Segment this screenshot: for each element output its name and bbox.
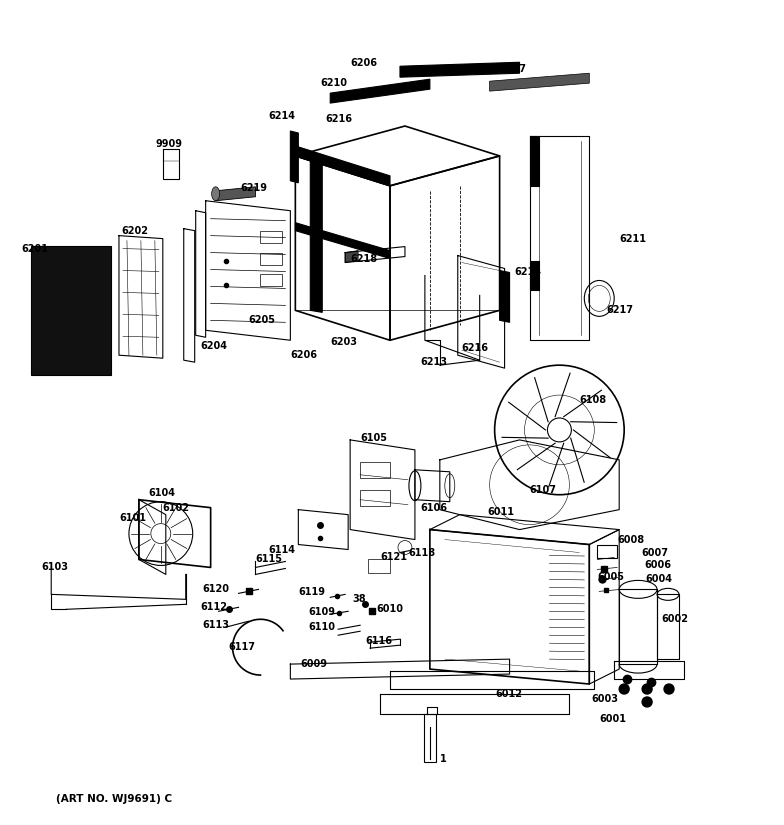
- Text: 9909: 9909: [156, 139, 183, 149]
- Ellipse shape: [619, 581, 657, 598]
- Bar: [368, 559, 390, 573]
- Bar: [260, 252, 282, 265]
- Ellipse shape: [584, 280, 614, 316]
- Text: 6102: 6102: [163, 502, 190, 512]
- Circle shape: [619, 684, 629, 694]
- Ellipse shape: [409, 471, 421, 501]
- Text: 6121: 6121: [380, 553, 407, 563]
- Text: 6113: 6113: [203, 620, 230, 630]
- Text: 6107: 6107: [529, 485, 557, 495]
- Bar: [260, 275, 282, 286]
- Bar: [597, 544, 617, 559]
- Text: 6214: 6214: [514, 267, 542, 277]
- Text: 6114: 6114: [268, 544, 296, 554]
- Polygon shape: [290, 131, 299, 183]
- Text: 6211: 6211: [619, 233, 646, 243]
- Polygon shape: [31, 246, 111, 375]
- Bar: [260, 231, 282, 243]
- Text: 6216: 6216: [325, 114, 352, 124]
- Text: 6205: 6205: [249, 315, 275, 325]
- Text: 6112: 6112: [201, 602, 227, 612]
- Text: 6216: 6216: [462, 343, 488, 353]
- Text: 6202: 6202: [121, 226, 148, 236]
- Text: 6110: 6110: [308, 622, 336, 632]
- Ellipse shape: [445, 474, 455, 497]
- Text: 6010: 6010: [376, 604, 403, 615]
- Polygon shape: [345, 251, 358, 262]
- Polygon shape: [529, 261, 539, 290]
- Polygon shape: [216, 186, 256, 200]
- Text: 6101: 6101: [119, 512, 146, 522]
- Text: 6106: 6106: [420, 502, 447, 512]
- Text: 6103: 6103: [42, 563, 68, 573]
- Polygon shape: [529, 136, 539, 186]
- Text: 6012: 6012: [495, 689, 523, 699]
- Text: 6206: 6206: [290, 350, 318, 361]
- Text: 6001: 6001: [599, 714, 626, 724]
- Text: 6214: 6214: [268, 111, 296, 121]
- Text: 6203: 6203: [330, 337, 358, 347]
- Polygon shape: [490, 73, 590, 91]
- Text: 6007: 6007: [641, 549, 668, 559]
- Text: 6006: 6006: [644, 560, 671, 570]
- Text: 6002: 6002: [661, 615, 688, 625]
- Text: 6009: 6009: [300, 659, 328, 669]
- Bar: [360, 462, 390, 478]
- Text: 6217: 6217: [606, 305, 633, 315]
- Text: 6011: 6011: [488, 507, 514, 516]
- Polygon shape: [330, 79, 430, 103]
- Text: 6109: 6109: [308, 607, 336, 617]
- Text: 1: 1: [440, 754, 447, 764]
- Ellipse shape: [588, 285, 610, 311]
- Text: 6218: 6218: [350, 253, 377, 263]
- Circle shape: [642, 697, 652, 707]
- Text: 6104: 6104: [149, 488, 176, 497]
- Text: 6120: 6120: [203, 584, 230, 594]
- Text: 38: 38: [352, 594, 366, 605]
- Text: 6008: 6008: [617, 535, 644, 544]
- Text: 6117: 6117: [229, 642, 256, 653]
- Text: 6204: 6204: [201, 342, 227, 351]
- Text: 6004: 6004: [645, 574, 672, 584]
- Text: 6105: 6105: [360, 433, 387, 443]
- Polygon shape: [499, 271, 510, 323]
- Polygon shape: [296, 223, 390, 258]
- Text: 6118: 6118: [408, 549, 435, 559]
- Polygon shape: [296, 146, 390, 186]
- Ellipse shape: [212, 186, 220, 200]
- Text: (ART NO. WJ9691) C: (ART NO. WJ9691) C: [56, 794, 172, 804]
- Polygon shape: [310, 159, 322, 313]
- Text: 6115: 6115: [256, 554, 282, 564]
- Text: 6213: 6213: [420, 357, 447, 367]
- Text: 6119: 6119: [299, 587, 325, 597]
- Text: 6108: 6108: [579, 395, 607, 405]
- Text: 6207: 6207: [499, 64, 527, 74]
- Text: 6116: 6116: [365, 636, 392, 646]
- Text: 6005: 6005: [597, 573, 624, 582]
- Text: 6219: 6219: [241, 183, 267, 193]
- Bar: [424, 714, 436, 761]
- Circle shape: [664, 684, 674, 694]
- Text: 6206: 6206: [350, 59, 377, 68]
- Text: 6201: 6201: [21, 243, 49, 253]
- Polygon shape: [400, 62, 520, 78]
- Text: 6003: 6003: [591, 694, 619, 704]
- Circle shape: [642, 684, 652, 694]
- Text: 6210: 6210: [320, 78, 347, 88]
- Bar: [360, 490, 390, 506]
- Ellipse shape: [657, 588, 679, 601]
